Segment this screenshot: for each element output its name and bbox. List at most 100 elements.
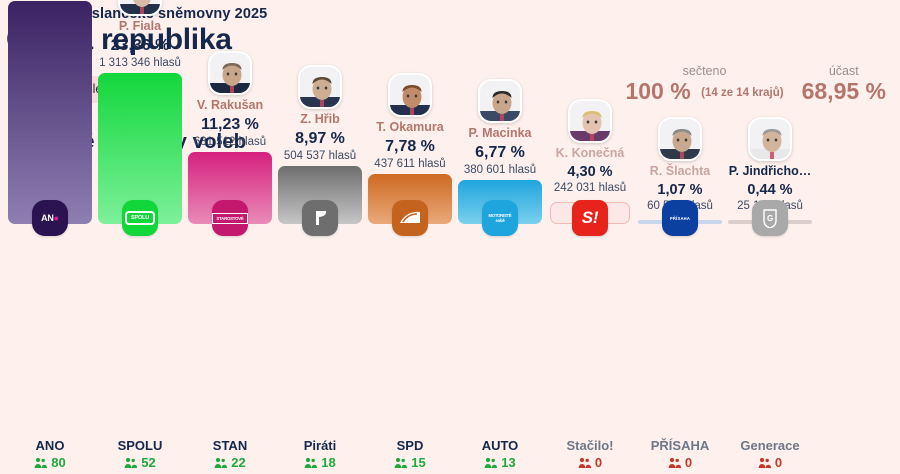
party-bar[interactable]: G [726,200,814,236]
party-bar[interactable] [366,174,454,236]
seat-count: 80 [6,455,94,470]
party-percentage: 7,78 % [385,138,435,155]
seat-number: 0 [684,455,693,470]
candidate-name: V. Rakušan [196,98,264,112]
party-percentage: 11,23 % [201,116,259,133]
people-group-icon [578,457,592,469]
candidate-name: Z. Hřib [300,112,340,126]
seat-number: 0 [594,455,603,470]
people-group-icon [668,457,682,469]
counted-label: sečteno [682,64,727,78]
candidate-photo [750,119,790,159]
party-info: T. Okamura 7,78 % 437 611 hlasů [366,73,454,170]
party-percentage: 0,44 % [747,182,793,198]
seat-count: 13 [456,455,544,470]
party-votes: 1 313 346 hlasů [99,57,181,69]
party-info: V. Rakušan 11,23 % 631 512 hlasů [186,51,274,148]
seat-number: 0 [774,455,783,470]
party-footer: ANO 80 [6,422,94,470]
candidate-name: P. Jindřicho… [728,164,812,178]
candidate-name: P. Macinka [468,126,532,140]
avatar [748,117,792,161]
avatar [478,79,522,123]
people-group-icon [484,457,498,469]
party-logo-stan: STAROSTOVÉ [212,200,248,236]
party-info: K. Konečná 4,30 % 242 031 hlasů [546,99,634,194]
party-percentage: 4,30 % [567,164,613,180]
party-percentage: 8,97 % [295,130,345,147]
seat-count: 15 [366,455,454,470]
seat-number: 13 [501,455,516,470]
turnout-label: účast [828,64,859,78]
people-group-icon [394,457,408,469]
seat-count: 0 [546,455,634,470]
people-group-icon [304,457,318,469]
party-footer: SPOLU 52 [96,422,184,470]
party-bar[interactable]: PŘÍSAHA [636,200,724,236]
party-name: PŘÍSAHA [650,438,710,453]
seat-count: 0 [726,455,814,470]
candidate-photo [570,101,610,141]
candidate-photo [480,81,520,121]
party-bar[interactable]: STAROSTOVÉ [186,152,274,236]
party-votes: 380 601 hlasů [463,164,537,176]
seat-number: 18 [321,455,336,470]
party-info: Z. Hřib 8,97 % 504 537 hlasů [276,65,364,162]
avatar [118,0,162,16]
seat-number: 15 [411,455,426,470]
people-group-icon [758,457,772,469]
candidate-name: T. Okamura [376,120,444,134]
seat-count: 52 [96,455,184,470]
party-bar[interactable] [276,166,364,236]
party-logo-generace: G [752,200,788,236]
party-info: P. Macinka 6,77 % 380 601 hlasů [456,79,544,176]
party-logo-psaha: PŘÍSAHA [662,200,698,236]
candidate-photo [210,53,250,93]
party-percentage: 23,36 % [110,37,170,54]
party-bar[interactable]: SPOLU [96,73,184,236]
candidate-name: P. Fiala [118,19,162,33]
people-group-icon [214,457,228,469]
party-name: SPOLU [117,438,163,453]
turnout-value: 68,95 % [801,78,886,104]
seat-number: 80 [51,455,66,470]
candidate-photo [390,75,430,115]
party-footer: Piráti 18 [276,422,364,470]
party-logo-spolu: SPOLU [122,200,158,236]
party-footer: STAN 22 [186,422,274,470]
seat-count: 22 [186,455,274,470]
svg-text:G: G [767,214,773,223]
party-bar[interactable]: S! [546,200,634,236]
party-name: Generace [740,438,800,453]
party-votes: 504 537 hlasů [283,150,357,162]
party-logo-spd [392,200,428,236]
party-info: P. Jindřicho…0,44 %25 176 hlasů [726,117,814,212]
party-name: STAN [212,438,248,453]
party-percentage: 1,07 % [657,182,703,198]
avatar [568,99,612,143]
party-footer: Generace 0 [726,422,814,470]
counted-note: (14 ze 14 krajů) [701,87,784,99]
people-group-icon [124,457,138,469]
party-name: SPD [396,438,424,453]
party-footer: PŘÍSAHA 0 [636,422,724,470]
avatar [298,65,342,109]
party-logo-pirti [302,200,338,236]
seat-number: 22 [231,455,246,470]
candidate-name: R. Šlachta [649,164,711,178]
party-votes: 631 512 hlasů [193,136,267,148]
party-name: ANO [35,438,65,453]
people-group-icon [34,457,48,469]
avatar [208,51,252,95]
party-bar[interactable]: MOTORISTÉ sobě [456,180,544,236]
seat-count: 18 [276,455,364,470]
party-footer: AUTO 13 [456,422,544,470]
seat-count: 0 [636,455,724,470]
seat-number: 52 [141,455,156,470]
party-bar[interactable]: AN● [6,1,94,236]
party-votes: 437 611 hlasů [374,158,446,170]
party-name: Stačilo! [566,438,614,453]
